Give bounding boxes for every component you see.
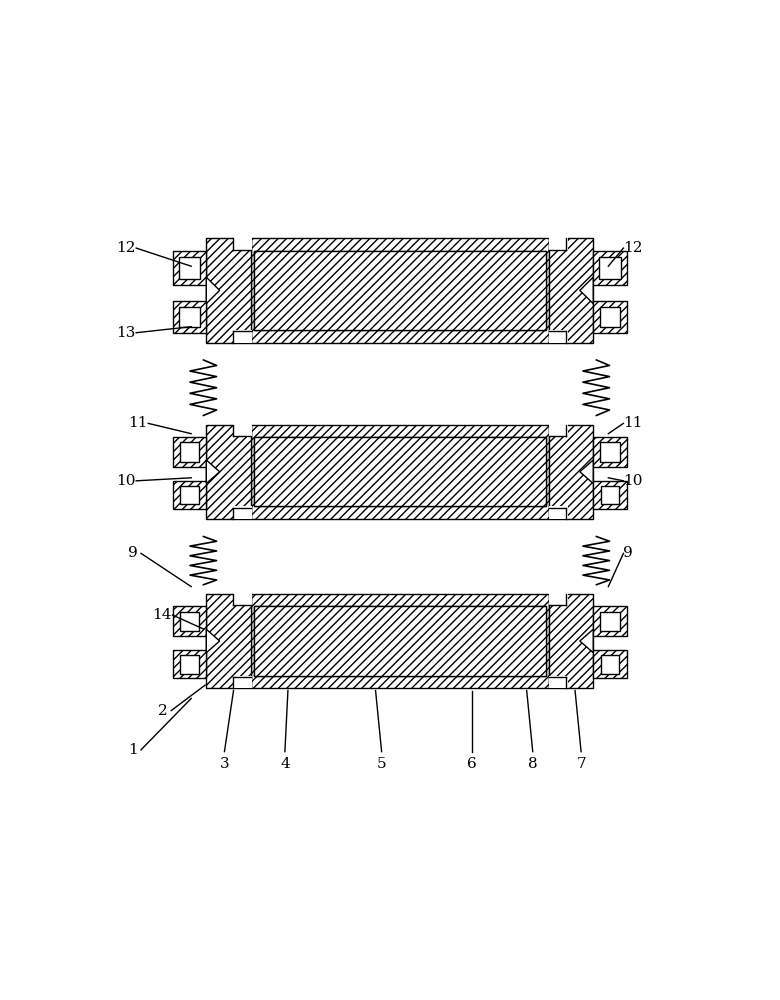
Bar — [601, 486, 619, 504]
Bar — [180, 655, 199, 674]
Text: 6: 6 — [467, 757, 477, 771]
Polygon shape — [206, 277, 220, 304]
Bar — [173, 437, 206, 467]
Bar — [548, 238, 594, 343]
Text: 13: 13 — [115, 326, 135, 340]
Bar — [254, 251, 546, 330]
Bar — [206, 594, 251, 688]
Text: 1: 1 — [128, 743, 137, 757]
Text: 5: 5 — [377, 757, 386, 771]
Text: 10: 10 — [115, 474, 135, 488]
Bar — [548, 236, 568, 250]
Bar — [173, 606, 206, 636]
Text: 9: 9 — [128, 546, 137, 560]
Polygon shape — [206, 460, 220, 483]
Polygon shape — [206, 629, 220, 653]
Bar — [254, 606, 546, 676]
Bar — [594, 251, 626, 285]
Bar — [173, 301, 206, 333]
Bar — [594, 301, 626, 333]
Bar — [599, 257, 621, 279]
Bar — [251, 238, 548, 343]
Bar — [251, 425, 548, 519]
Bar — [206, 425, 251, 519]
Bar — [600, 442, 619, 462]
Text: 8: 8 — [528, 757, 537, 771]
Text: 7: 7 — [576, 757, 586, 771]
Bar — [548, 330, 568, 343]
Bar — [180, 612, 200, 631]
Text: 9: 9 — [623, 546, 633, 560]
Bar — [233, 236, 252, 250]
Text: 11: 11 — [128, 416, 147, 430]
Bar — [206, 238, 251, 343]
Bar — [179, 257, 200, 279]
Bar — [548, 676, 568, 688]
Bar — [548, 506, 568, 519]
Bar — [594, 437, 626, 467]
Text: 2: 2 — [158, 704, 168, 718]
Bar — [251, 594, 548, 688]
Bar — [548, 593, 568, 605]
Bar — [601, 655, 619, 674]
Bar — [254, 606, 546, 676]
Text: 12: 12 — [623, 241, 643, 255]
Text: 11: 11 — [623, 416, 643, 430]
Bar — [173, 251, 206, 285]
Bar — [233, 506, 252, 519]
Bar — [233, 676, 252, 688]
Bar — [233, 593, 252, 605]
Text: 4: 4 — [280, 757, 290, 771]
Bar — [254, 437, 546, 506]
Text: 10: 10 — [623, 474, 643, 488]
Bar — [548, 424, 568, 436]
Text: 3: 3 — [220, 757, 229, 771]
Text: 14: 14 — [152, 608, 172, 622]
Polygon shape — [580, 629, 594, 653]
Bar — [254, 437, 546, 506]
Bar — [594, 650, 626, 678]
Bar — [548, 594, 594, 688]
Bar — [594, 481, 626, 509]
Bar — [180, 486, 199, 504]
Bar — [233, 330, 252, 343]
Polygon shape — [580, 460, 594, 483]
Bar — [254, 251, 546, 330]
Bar — [600, 307, 620, 327]
Bar — [594, 606, 626, 636]
Bar — [180, 442, 200, 462]
Bar — [173, 650, 206, 678]
Bar — [548, 425, 594, 519]
Text: 12: 12 — [115, 241, 135, 255]
Bar — [179, 307, 200, 327]
Bar — [233, 424, 252, 436]
Bar — [173, 481, 206, 509]
Bar — [600, 612, 619, 631]
Polygon shape — [580, 277, 594, 304]
